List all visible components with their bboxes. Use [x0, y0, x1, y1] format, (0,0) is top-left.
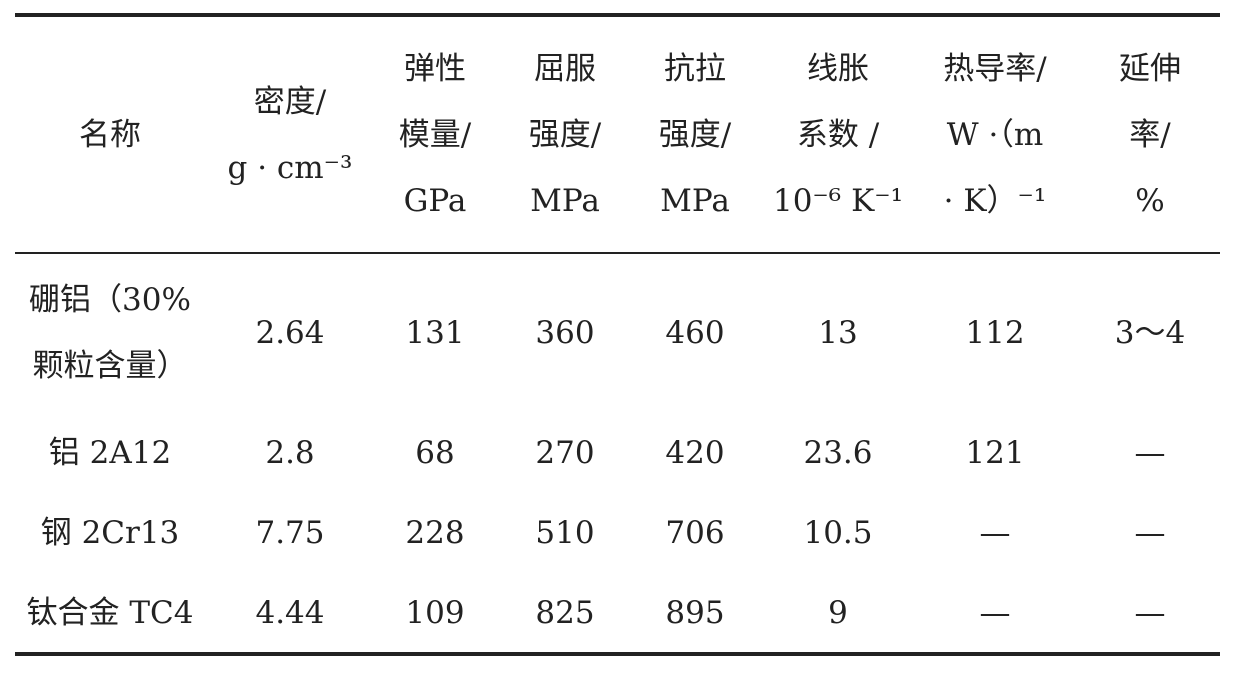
cell-text-line: MPa	[660, 183, 730, 219]
cell-text-line: 名称	[79, 117, 141, 153]
cell-text-line: —	[1134, 515, 1166, 551]
header-cell: 抗拉强度/MPa	[659, 36, 731, 234]
cell-text-line: 系数 /	[796, 117, 880, 153]
header-cell: 延伸率/%	[1119, 36, 1181, 234]
cell-text-line: 706	[665, 515, 725, 551]
cell-text-line: %	[1135, 183, 1165, 219]
table-cell: 510	[535, 500, 594, 566]
cell-text-line: 弹性	[403, 51, 466, 87]
table-cell: 钢 2Cr13	[41, 500, 180, 566]
cell-text-line: 热导率/	[943, 51, 1047, 87]
table-cell: 铝 2A12	[49, 420, 171, 486]
cell-text-line: 2.64	[255, 315, 325, 351]
cell-text-line: 228	[405, 515, 465, 551]
table-cell: 硼铝（30% 颗粒含量）	[29, 267, 191, 399]
table-cell: —	[980, 500, 1011, 566]
cell-text-line: 强度/	[658, 117, 732, 153]
table-cell: —	[1135, 500, 1166, 566]
table-cell: —	[1135, 420, 1166, 486]
table-cell: 23.6	[803, 420, 872, 486]
cell-text-line: —	[1134, 595, 1166, 631]
table-cell: 121	[965, 420, 1024, 486]
cell-text-line: MPa	[530, 183, 600, 219]
cell-text-line: W ·（m	[946, 117, 1044, 153]
cell-text-line: 460	[665, 315, 725, 351]
table-cell: 4.44	[255, 580, 324, 646]
table-cell: 3～4	[1115, 300, 1185, 366]
cell-text-line: 2.8	[265, 435, 315, 471]
cell-text-line: 895	[665, 595, 725, 631]
cell-text-line: 420	[665, 435, 725, 471]
table-cell: —	[980, 580, 1011, 646]
cell-text-line: 钢 2Cr13	[40, 515, 180, 551]
cell-text-line: 270	[535, 435, 595, 471]
cell-text-line: 模量/	[398, 117, 472, 153]
table-cell: 68	[415, 420, 454, 486]
cell-text-line: 131	[405, 315, 465, 351]
cell-text-line: 112	[965, 315, 1025, 351]
header-cell: 线胀系数 / 10⁻⁶ K⁻¹	[773, 36, 903, 234]
cell-text-line: —	[1134, 435, 1166, 471]
table-cell: 109	[405, 580, 464, 646]
header-cell: 屈服强度/MPa	[529, 36, 601, 234]
cell-text-line: 铝 2A12	[48, 435, 172, 471]
cell-text-line: 10.5	[803, 515, 873, 551]
cell-text-line: 颗粒含量）	[32, 348, 188, 384]
table-cell: 钛合金 TC4	[27, 580, 194, 646]
cell-text-line: 825	[535, 595, 595, 631]
table-cell: 825	[535, 580, 594, 646]
table-cell: 420	[665, 420, 724, 486]
top-rule	[15, 13, 1220, 17]
header-rule	[15, 252, 1220, 254]
header-cell: 密度/g · cm⁻³	[228, 69, 353, 201]
cell-text-line: 7.75	[255, 515, 325, 551]
table-cell: 112	[965, 300, 1024, 366]
cell-text-line: 强度/	[528, 117, 602, 153]
table-cell: 13	[818, 300, 857, 366]
table-cell: 7.75	[255, 500, 324, 566]
table-cell: 10.5	[803, 500, 872, 566]
cell-text-line: 10⁻⁶ K⁻¹	[772, 183, 904, 219]
cell-text-line: 硼铝（30%	[29, 282, 191, 318]
cell-text-line: 23.6	[803, 435, 873, 471]
table-cell: 2.64	[255, 300, 324, 366]
cell-text-line: 510	[535, 515, 595, 551]
cell-text-line: 121	[965, 435, 1025, 471]
cell-text-line: 360	[535, 315, 595, 351]
cell-text-line: 4.44	[255, 595, 325, 631]
table-cell: 131	[405, 300, 464, 366]
table-cell: 706	[665, 500, 724, 566]
cell-text-line: 钛合金 TC4	[26, 595, 194, 631]
table-cell: 9	[828, 580, 848, 646]
bottom-rule	[15, 652, 1220, 656]
cell-text-line: 延伸	[1119, 51, 1181, 87]
cell-text-line: 68	[415, 435, 455, 471]
cell-text-line: —	[979, 515, 1011, 551]
table-cell: 228	[405, 500, 464, 566]
table-cell: 460	[665, 300, 724, 366]
table-cell: —	[1135, 580, 1166, 646]
cell-text-line: GPa	[403, 183, 467, 219]
table-cell: 270	[535, 420, 594, 486]
cell-text-line: g · cm⁻³	[227, 150, 353, 186]
cell-text-line: 3～4	[1114, 315, 1186, 351]
table-cell: 895	[665, 580, 724, 646]
cell-text-line: · K）⁻¹	[943, 183, 1047, 219]
table-cell: 2.8	[265, 420, 314, 486]
cell-text-line: 109	[405, 595, 465, 631]
cell-text-line: 率/	[1129, 117, 1171, 153]
cell-text-line: 屈服	[533, 51, 596, 87]
cell-text-line: —	[979, 595, 1011, 631]
cell-text-line: 线胀	[806, 51, 869, 87]
header-cell: 弹性模量/GPa	[399, 36, 471, 234]
cell-text-line: 9	[828, 595, 848, 631]
header-cell: 热导率/W ·（m · K）⁻¹	[943, 36, 1046, 234]
cell-text-line: 抗拉	[663, 51, 726, 87]
cell-text-line: 13	[818, 315, 858, 351]
cell-text-line: 密度/	[253, 84, 327, 120]
header-cell: 名称	[79, 102, 141, 168]
table-cell: 360	[535, 300, 594, 366]
